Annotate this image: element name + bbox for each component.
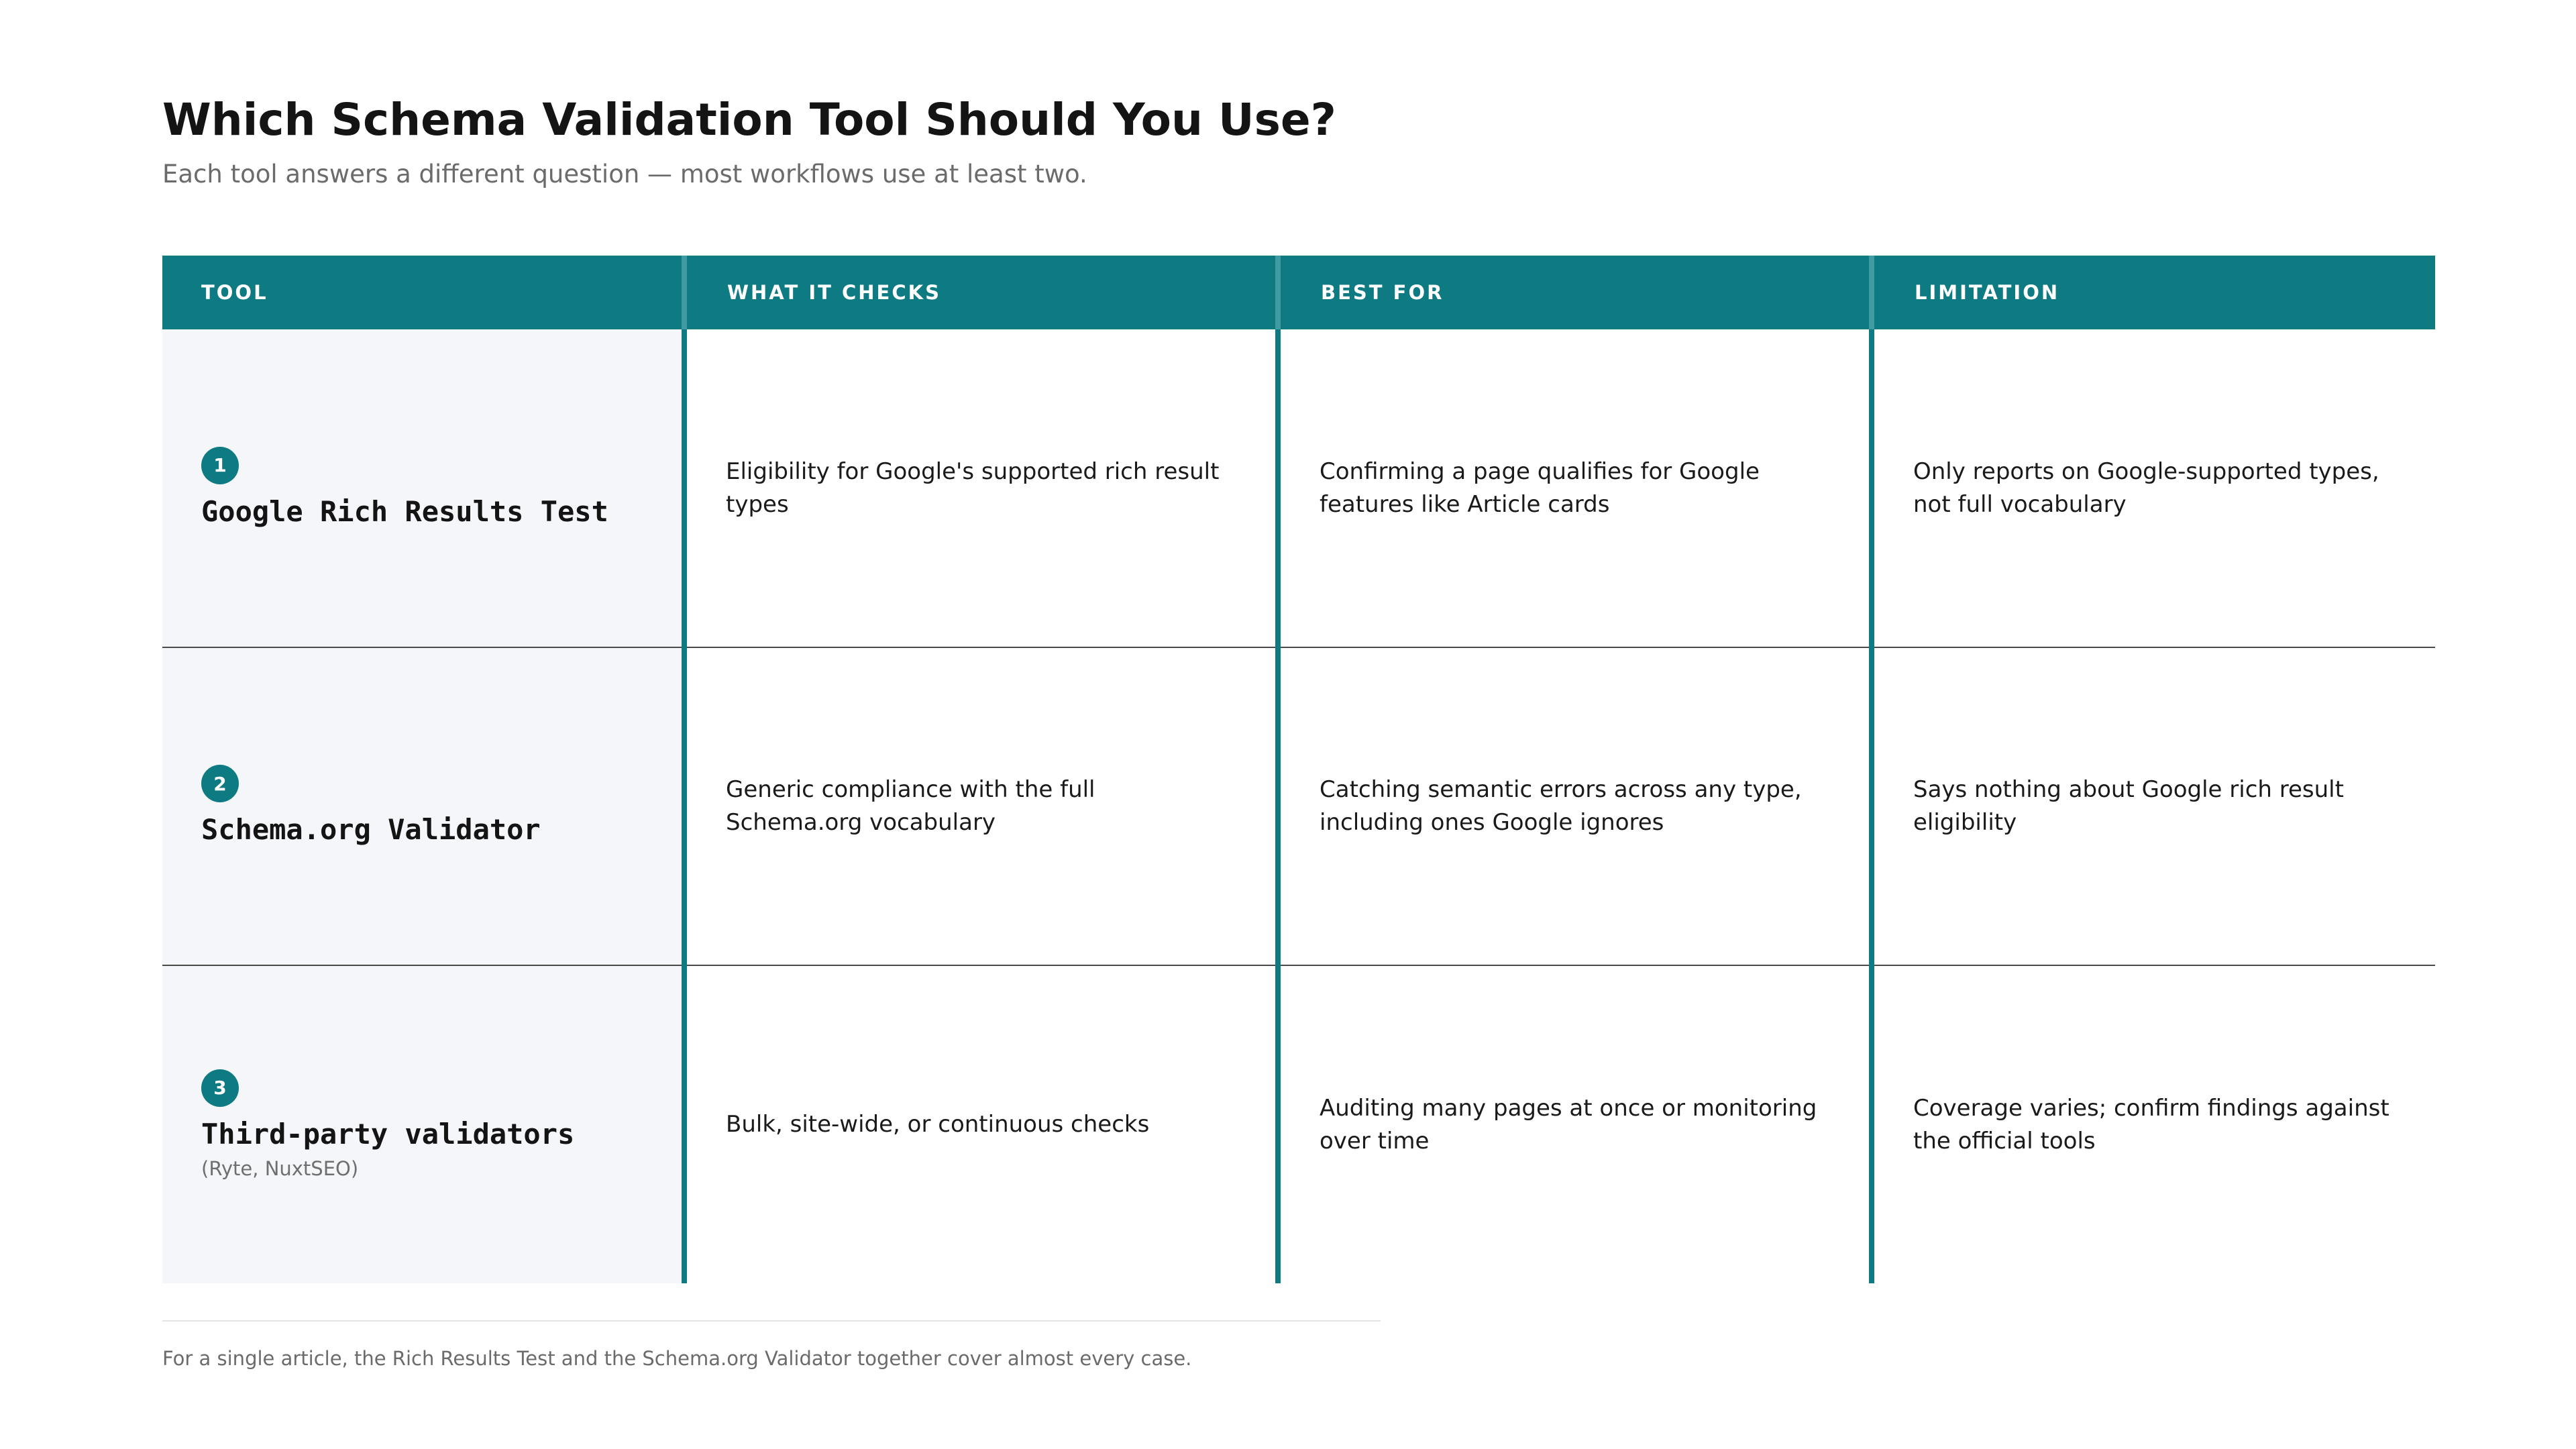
tool-note: (Ryte, NuxtSEO) <box>201 1157 359 1180</box>
column-header-what-it-checks: WHAT IT CHECKS <box>682 256 1278 329</box>
tool-name: Third-party validators <box>201 1117 575 1150</box>
tool-name: Schema.org Validator <box>201 813 541 846</box>
comparison-table: TOOL WHAT IT CHECKS BEST FOR LIMITATION … <box>162 256 2435 1283</box>
tool-name: Google Rich Results Test <box>201 494 608 528</box>
column-header-best-for: BEST FOR <box>1275 256 1872 329</box>
row-number-badge: 3 <box>201 1069 239 1107</box>
best-for-cell: Catching semantic errors across any type… <box>1275 647 1872 965</box>
checks-cell: Generic compliance with the full Schema.… <box>682 647 1278 965</box>
limitation-cell: Says nothing about Google rich result el… <box>1869 647 2435 965</box>
column-header-limitation: LIMITATION <box>1869 256 2435 329</box>
tool-cell: 3 Third-party validators (Ryte, NuxtSEO) <box>162 965 684 1283</box>
best-for-cell: Confirming a page qualifies for Google f… <box>1275 329 1872 647</box>
column-header-tool: TOOL <box>162 256 684 329</box>
footnote: For a single article, the Rich Results T… <box>162 1347 1192 1370</box>
footer-divider <box>162 1320 1381 1322</box>
limitation-cell: Only reports on Google-supported types, … <box>1869 329 2435 647</box>
checks-cell: Eligibility for Google's supported rich … <box>682 329 1278 647</box>
row-number-badge: 1 <box>201 446 239 484</box>
table-row: 3 Third-party validators (Ryte, NuxtSEO)… <box>162 965 2435 1283</box>
tool-cell: 2 Schema.org Validator <box>162 647 684 965</box>
limitation-cell: Coverage varies; confirm findings agains… <box>1869 965 2435 1283</box>
page-title: Which Schema Validation Tool Should You … <box>162 94 1336 146</box>
table-header-row: TOOL WHAT IT CHECKS BEST FOR LIMITATION <box>162 256 2435 329</box>
best-for-cell: Auditing many pages at once or monitorin… <box>1275 965 1872 1283</box>
tool-cell: 1 Google Rich Results Test <box>162 329 684 647</box>
checks-cell: Bulk, site-wide, or continuous checks <box>682 965 1278 1283</box>
table-row: 1 Google Rich Results Test Eligibility f… <box>162 329 2435 647</box>
row-number-badge: 2 <box>201 765 239 802</box>
page-subtitle: Each tool answers a different question —… <box>162 160 1087 189</box>
table-row: 2 Schema.org Validator Generic complianc… <box>162 647 2435 965</box>
